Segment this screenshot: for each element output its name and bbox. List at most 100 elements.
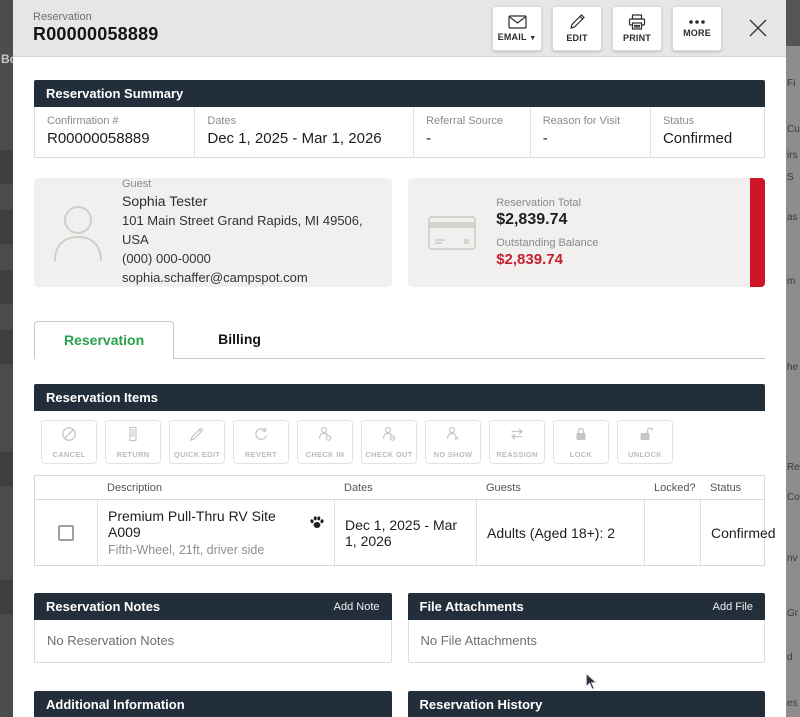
check-in-button[interactable]: CHECK IN [297, 420, 353, 464]
rig-details: Fifth-Wheel, 21ft, driver side [108, 543, 265, 557]
close-icon[interactable] [746, 16, 770, 40]
revert-icon [253, 426, 269, 447]
file-attachments-panel: File Attachments Add File No File Attach… [407, 593, 765, 663]
reservation-notes-panel: Reservation Notes Add Note No Reservatio… [34, 593, 392, 663]
bg-text-fragment: nv [787, 553, 798, 564]
person-check-out-icon [381, 426, 397, 447]
pencil-icon [189, 426, 205, 447]
reassign-button[interactable]: REASSIGN [489, 420, 545, 464]
summary-field-confirmation: Confirmation # R00000058889 [35, 107, 196, 157]
summary-field-status: Status Confirmed [662, 115, 733, 147]
reservation-total-value: $2,839.74 [496, 211, 568, 228]
payment-summary-card: Reservation Total $2,839.74 Outstanding … [408, 178, 765, 287]
paw-icon [310, 516, 324, 532]
quick-edit-button[interactable]: QUICK EDIT [169, 420, 225, 464]
bg-text-fragment: Re [787, 462, 800, 473]
lock-icon [573, 426, 589, 447]
return-button[interactable]: RETURN [105, 420, 161, 464]
col-guests: Guests [486, 482, 521, 494]
row-guests: Adults (Aged 18+): 2 [487, 524, 616, 541]
bg-text-fragment: Co [787, 492, 800, 503]
person-no-show-icon [445, 426, 461, 447]
empty-files-text: No File Attachments [420, 633, 537, 648]
reservation-items-table: Description Dates Guests Locked? Status … [34, 475, 776, 566]
summary-field-reason-for-visit: Reason for Visit - [531, 107, 651, 157]
person-icon [34, 203, 122, 263]
print-button[interactable]: PRINT [612, 5, 662, 51]
email-button[interactable]: EMAIL ▼ [492, 5, 542, 51]
guest-card: Guest Sophia Tester 101 Main Street Gran… [34, 178, 393, 287]
section-title: File Attachments [419, 599, 524, 614]
background-page-sliver: Fi Cu irs S as m he Re Co nv Gr d es [786, 0, 800, 717]
reservation-total-label: Reservation Total [496, 197, 581, 209]
caret-down-icon: ▼ [529, 34, 537, 42]
guest-phone: (000) 000-0000 [122, 251, 211, 266]
summary-field-referral-source: Referral Source - [414, 107, 531, 157]
modal-eyebrow-label: Reservation [33, 11, 92, 23]
row-dates: Dec 1, 2025 - Mar 1, 2026 [345, 516, 458, 549]
empty-notes-text: No Reservation Notes [47, 633, 175, 648]
reservation-items-section: Reservation Items CANCEL [34, 384, 776, 566]
cancel-icon [61, 426, 77, 447]
col-description: Description [107, 482, 163, 494]
background-sidebar-sliver: Bo [0, 0, 17, 717]
outstanding-balance-label: Outstanding Balance [496, 237, 599, 249]
printer-icon [628, 13, 646, 30]
bg-text-fragment: S [787, 172, 794, 183]
items-toolbar: CANCEL RETURN [34, 411, 765, 473]
col-dates: Dates [344, 482, 373, 494]
no-show-button[interactable]: NO SHOW [425, 420, 481, 464]
person-check-in-icon [317, 426, 333, 447]
bg-text-fragment: Gr [787, 608, 799, 619]
table-header-row: Description Dates Guests Locked? Status [35, 476, 764, 500]
unlock-icon [637, 426, 654, 447]
add-note-link[interactable]: Add Note [333, 600, 380, 613]
section-title: Reservation Items [46, 390, 158, 405]
edit-button[interactable]: EDIT [552, 5, 602, 51]
row-status: Confirmed [711, 524, 776, 541]
revert-button[interactable]: REVERT [233, 420, 289, 464]
detail-tabs: Reservation Billing [34, 321, 765, 359]
col-locked: Locked? [654, 482, 696, 494]
section-title: Reservation Summary [46, 86, 184, 101]
credit-card-icon [408, 215, 496, 250]
envelope-icon [507, 14, 527, 29]
guest-address: 101 Main Street Grand Rapids, MI 49506, … [122, 213, 363, 247]
guest-name: Sophia Tester [122, 193, 208, 209]
tab-billing[interactable]: Billing [218, 331, 261, 347]
bg-text-fragment: d [787, 652, 793, 663]
unlock-button[interactable]: UNLOCK [617, 420, 673, 464]
section-title: Reservation History [419, 697, 543, 712]
tab-reservation[interactable]: Reservation [34, 321, 175, 359]
additional-information-panel: Additional Information Is True Long Term… [34, 691, 392, 717]
section-title: Reservation Notes [46, 599, 161, 614]
guest-email: sophia.schaffer@campspot.com [122, 270, 308, 285]
table-row: Premium Pull-Thru RV Site A009 [35, 500, 776, 565]
balance-due-stripe [750, 178, 765, 287]
reservation-summary-section: Reservation Summary Confirmation # R0000… [34, 80, 765, 158]
check-out-button[interactable]: CHECK OUT [361, 420, 417, 464]
bg-text-fragment: irs [787, 150, 798, 161]
col-status: Status [710, 482, 742, 494]
modal-header: Reservation R00000058889 EMAIL ▼ [13, 0, 786, 57]
swap-arrows-icon [509, 426, 525, 447]
cancel-button[interactable]: CANCEL [41, 420, 97, 464]
bg-text-fragment: m [787, 276, 796, 287]
ellipsis-icon [688, 19, 706, 25]
section-title: Additional Information [46, 697, 185, 712]
row-checkbox[interactable] [58, 524, 74, 541]
summary-field-dates: Dates Dec 1, 2025 - Mar 1, 2026 [195, 107, 415, 157]
reservation-history-panel: Reservation History Reservation Confirme… [407, 691, 765, 717]
more-button[interactable]: MORE [672, 5, 722, 51]
site-description: Premium Pull-Thru RV Site A009 [108, 508, 276, 540]
mouse-cursor [584, 671, 600, 697]
reservation-detail-modal: Reservation R00000058889 EMAIL ▼ [13, 0, 786, 717]
lock-button[interactable]: LOCK [553, 420, 609, 464]
pencil-icon [569, 13, 586, 30]
bg-text-fragment: as [787, 212, 798, 223]
bg-text-fragment: Cu [787, 124, 800, 135]
outstanding-balance-value: $2,839.74 [496, 251, 563, 268]
add-file-link[interactable]: Add File [712, 600, 753, 613]
bg-text-fragment: es [787, 698, 798, 709]
